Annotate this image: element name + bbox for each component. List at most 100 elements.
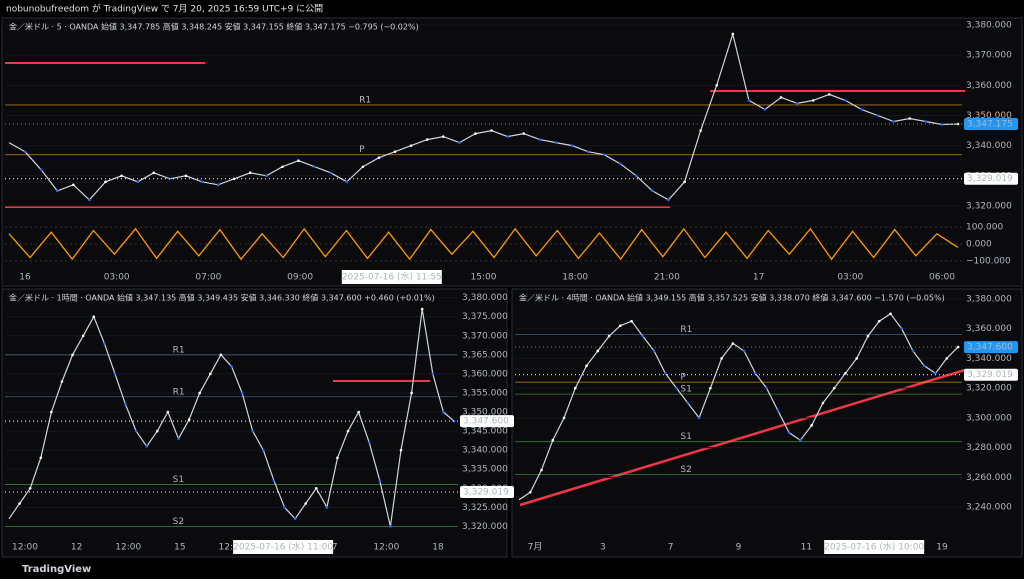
- panel-title: 金／米ドル · 5 · OANDA 始値 3,347.785 高値 3,348.…: [9, 22, 419, 32]
- crosshair-date-box: [824, 540, 925, 554]
- price-point: [209, 372, 212, 376]
- x-tick-label: 15: [174, 543, 185, 553]
- price-point: [538, 138, 542, 141]
- price-point: [795, 102, 799, 105]
- price-point: [586, 150, 590, 153]
- price-point: [832, 386, 836, 390]
- price-point: [607, 334, 611, 338]
- price-point: [900, 327, 904, 330]
- pivot-label: S1: [680, 432, 691, 442]
- price-point: [855, 357, 858, 360]
- pivot-label: P: [680, 373, 686, 383]
- price-point: [313, 165, 316, 169]
- price-point: [866, 334, 870, 338]
- price-point: [860, 108, 863, 111]
- y-tick-label: 3,360.000: [966, 324, 1012, 334]
- price-point: [945, 357, 949, 360]
- price-point: [378, 479, 382, 482]
- price-point: [602, 153, 606, 156]
- price-point: [71, 353, 74, 357]
- price-point: [92, 315, 96, 318]
- price-point: [329, 171, 332, 175]
- price-point: [166, 410, 170, 414]
- price-point: [776, 409, 780, 412]
- panel-title: 金／米ドル · 1時間 · OANDA 始値 3,347.135 高値 3,34…: [9, 293, 435, 303]
- x-tick-label: 03:00: [837, 273, 863, 283]
- price-point: [924, 120, 928, 123]
- price-point: [304, 502, 307, 505]
- price-point: [474, 132, 477, 135]
- y-tick-label: 3,380.000: [966, 21, 1012, 31]
- pivot-label: S2: [680, 465, 691, 475]
- y-tick-label: 3,375.000: [462, 312, 508, 322]
- pivot-label: R1: [173, 345, 185, 355]
- price-point: [23, 150, 27, 153]
- price-line: [518, 312, 959, 501]
- price-point: [490, 129, 493, 132]
- pivot-label: S2: [173, 517, 184, 527]
- price-point: [431, 372, 435, 376]
- price-point: [104, 180, 107, 184]
- price-tag-label: 3,347.600: [463, 417, 509, 427]
- x-tick-label: 16: [19, 273, 31, 283]
- price-point: [876, 114, 879, 117]
- x-tick-label: 3: [600, 543, 606, 553]
- price-point: [232, 177, 236, 181]
- price-tag-label: 3,347.600: [967, 343, 1013, 353]
- price-point: [908, 117, 912, 120]
- price-point: [103, 342, 106, 345]
- price-point: [787, 431, 791, 435]
- y-tick-label: 3,350.000: [462, 408, 508, 418]
- x-tick-label: 11: [801, 543, 812, 553]
- price-point: [72, 183, 75, 187]
- price-point: [956, 345, 960, 349]
- price-point: [922, 364, 926, 368]
- price-point: [596, 349, 600, 353]
- price-point: [272, 479, 276, 482]
- price-point: [828, 93, 831, 96]
- price-tag: [964, 172, 1018, 185]
- price-point: [892, 120, 895, 123]
- price-point: [442, 410, 445, 414]
- price-point: [562, 416, 566, 420]
- price-point: [765, 386, 768, 390]
- price-point: [377, 156, 381, 159]
- price-point: [240, 391, 244, 395]
- price-point: [219, 353, 223, 357]
- x-tick-label: 12:00: [219, 543, 245, 553]
- y-tick-label: 3,280.000: [966, 443, 1012, 453]
- price-tag-label: 3,347.175: [967, 119, 1013, 129]
- x-tick-label: 17: [753, 273, 764, 283]
- price-point: [293, 517, 297, 521]
- y-tick-label: 3,340.000: [966, 141, 1012, 151]
- x-tick-label: 12: [71, 543, 82, 553]
- price-point: [522, 132, 526, 135]
- price-point: [55, 189, 59, 193]
- pivot-label: R1: [173, 387, 185, 397]
- crosshair-date-box: [341, 270, 442, 284]
- price-point: [585, 364, 588, 368]
- y-tick-label: 3,325.000: [462, 503, 508, 513]
- price-point: [635, 174, 638, 178]
- price-point: [811, 99, 815, 102]
- price-point: [124, 403, 127, 406]
- crosshair-date-box: [233, 540, 334, 554]
- x-tick-label: 2025-07-16 (水) 11:55: [342, 271, 442, 283]
- price-point: [265, 174, 268, 178]
- price-point: [458, 141, 461, 144]
- x-tick-label: 18:00: [562, 273, 588, 283]
- y-tick-label: 3,320.000: [966, 201, 1012, 211]
- y-tick-label: 3,380.000: [966, 294, 1012, 304]
- price-tag: [964, 368, 1018, 381]
- price-point: [540, 468, 543, 472]
- price-point: [554, 141, 558, 144]
- price-point: [420, 307, 424, 311]
- price-point: [39, 168, 43, 172]
- x-tick-label: 09:00: [287, 273, 313, 283]
- y-tick-label: 3,340.000: [462, 446, 508, 456]
- x-tick-label: 9: [736, 543, 742, 553]
- price-point: [120, 174, 123, 178]
- price-point: [697, 416, 701, 420]
- price-point: [39, 456, 43, 460]
